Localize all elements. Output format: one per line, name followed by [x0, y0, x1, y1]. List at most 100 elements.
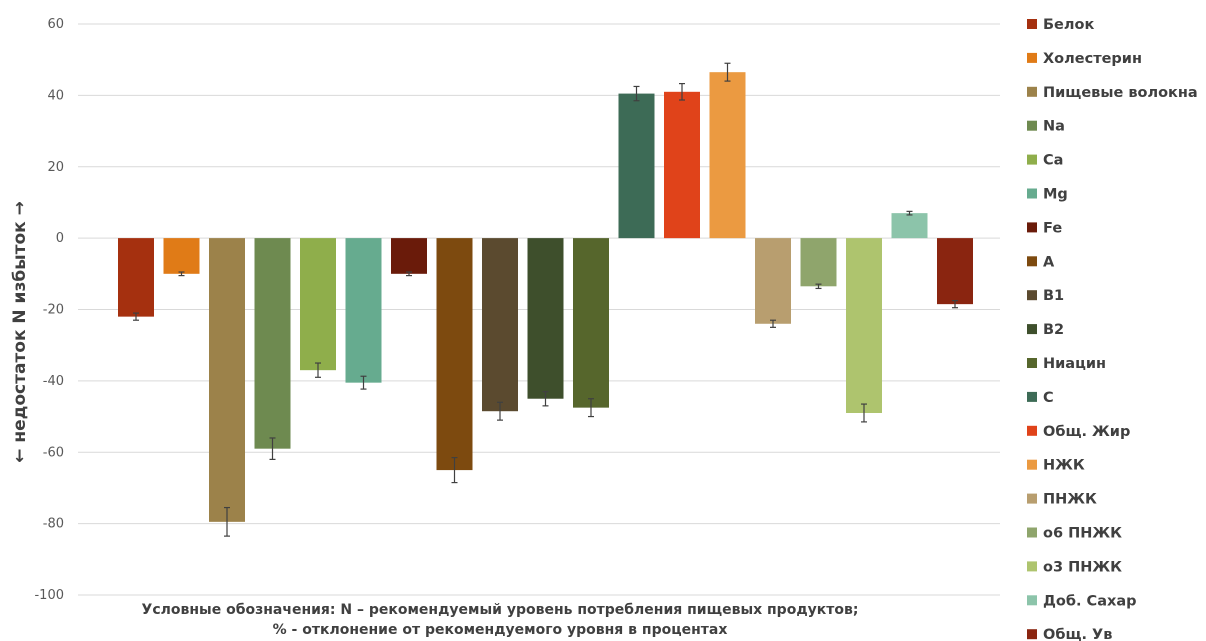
legend-label: C: [1043, 390, 1054, 406]
y-tick-label: -80: [43, 517, 64, 532]
legend-label: ПНЖК: [1043, 492, 1097, 508]
legend-swatch: [1027, 629, 1037, 640]
error-bar: [178, 271, 185, 277]
error-bar: [588, 398, 594, 418]
bar: [573, 238, 609, 408]
legend-swatch: [1027, 154, 1037, 165]
legend-item: Fe: [1027, 220, 1062, 236]
legend-label: Белок: [1043, 17, 1094, 33]
error-bar: [542, 390, 549, 407]
legend-label: Общ. Жир: [1043, 424, 1130, 440]
legend-item: о3 ПНЖК: [1027, 559, 1122, 575]
error-bar: [451, 457, 458, 484]
error-bar: [224, 506, 230, 537]
error-bar: [497, 401, 503, 421]
bar: [846, 238, 882, 413]
legend-label: НЖК: [1043, 458, 1085, 474]
legend-label: B2: [1043, 322, 1064, 338]
legend-swatch: [1027, 52, 1037, 63]
error-bar: [633, 85, 640, 102]
legend-item: Доб. Сахар: [1027, 593, 1137, 609]
legend-swatch: [1027, 120, 1037, 131]
y-tick-label: 0: [56, 231, 64, 246]
bar: [345, 238, 382, 383]
legend-swatch: [1027, 391, 1037, 402]
legend-item: о6 ПНЖК: [1027, 526, 1122, 542]
legend-swatch: [1027, 290, 1037, 301]
legend-item: C: [1027, 390, 1054, 406]
legend-item: Na: [1027, 119, 1065, 135]
bar: [937, 238, 973, 305]
bar: [664, 91, 700, 239]
legend-item: Пищевые волокна: [1027, 85, 1198, 101]
legend-item: B2: [1027, 322, 1064, 338]
legend-item: ПНЖК: [1027, 492, 1097, 508]
legend-swatch: [1027, 19, 1037, 29]
error-bar: [406, 271, 412, 277]
legend-swatch: [1027, 493, 1037, 504]
legend-item: Ниацин: [1027, 356, 1106, 372]
bar: [209, 238, 245, 522]
legend-swatch: [1027, 324, 1037, 335]
bar: [118, 238, 154, 317]
bar: [436, 238, 473, 471]
legend-swatch: [1027, 527, 1037, 538]
legend-label: Na: [1043, 119, 1065, 135]
error-bar: [133, 312, 139, 321]
y-tick-label: -20: [43, 303, 64, 318]
bar: [800, 238, 837, 287]
error-bar: [679, 82, 685, 101]
bar: [482, 238, 518, 412]
y-axis-title: ← недостаток N избыток →: [10, 201, 30, 463]
bar: [891, 213, 928, 239]
error-bar: [770, 319, 776, 328]
legend-item: A: [1027, 254, 1055, 270]
legend-swatch: [1027, 459, 1037, 470]
bar: [618, 93, 655, 239]
legend-item: Mg: [1027, 187, 1068, 203]
legend-swatch: [1027, 188, 1037, 199]
y-tick-label: -60: [43, 445, 64, 460]
legend-swatch: [1027, 256, 1037, 267]
y-tick-label: -40: [43, 374, 64, 389]
legend-label: A: [1043, 254, 1055, 270]
legend-label: Mg: [1043, 187, 1068, 203]
error-bar: [724, 62, 731, 82]
bar: [391, 238, 427, 274]
error-bar: [269, 437, 276, 460]
error-bar: [952, 299, 958, 309]
legend-swatch: [1027, 86, 1037, 97]
legend-label: Пищевые волокна: [1043, 85, 1198, 101]
legend-swatch: [1027, 358, 1037, 368]
bar: [755, 238, 791, 324]
legend-label: Общ. Ув: [1043, 627, 1112, 641]
bar: [300, 238, 336, 371]
legend-item: Общ. Ув: [1027, 627, 1112, 641]
caption-line-1: Условные обозначения: N – рекомендуемый …: [141, 602, 859, 618]
legend-label: о3 ПНЖК: [1043, 559, 1122, 575]
bar: [163, 238, 200, 274]
legend: Белок Холестерин Пищевые волокна Na Ca Mg Fe A B…: [1027, 17, 1198, 641]
legend-swatch: [1027, 222, 1037, 233]
error-bar: [315, 362, 321, 378]
legend-item: Общ. Жир: [1027, 424, 1130, 440]
error-bar: [815, 283, 822, 290]
bar: [527, 238, 564, 399]
legend-item: Холестерин: [1027, 51, 1142, 67]
legend-item: B1: [1027, 288, 1064, 304]
y-tick-label: 60: [47, 17, 64, 32]
error-bar: [906, 210, 913, 216]
error-bars: [133, 62, 958, 537]
legend-label: Холестерин: [1043, 51, 1142, 67]
legend-swatch: [1027, 561, 1037, 572]
y-tick-label: 40: [47, 88, 64, 103]
error-bar: [861, 403, 867, 423]
y-tick-labels: 60 40 20 0 -20 -40 -60 -80 -100: [34, 17, 64, 603]
legend-item: НЖК: [1027, 458, 1085, 474]
legend-swatch: [1027, 595, 1037, 606]
legend-item: Ca: [1027, 153, 1063, 169]
legend-label: Ca: [1043, 153, 1063, 169]
legend-label: Fe: [1043, 220, 1062, 236]
legend-swatch: [1027, 425, 1037, 436]
